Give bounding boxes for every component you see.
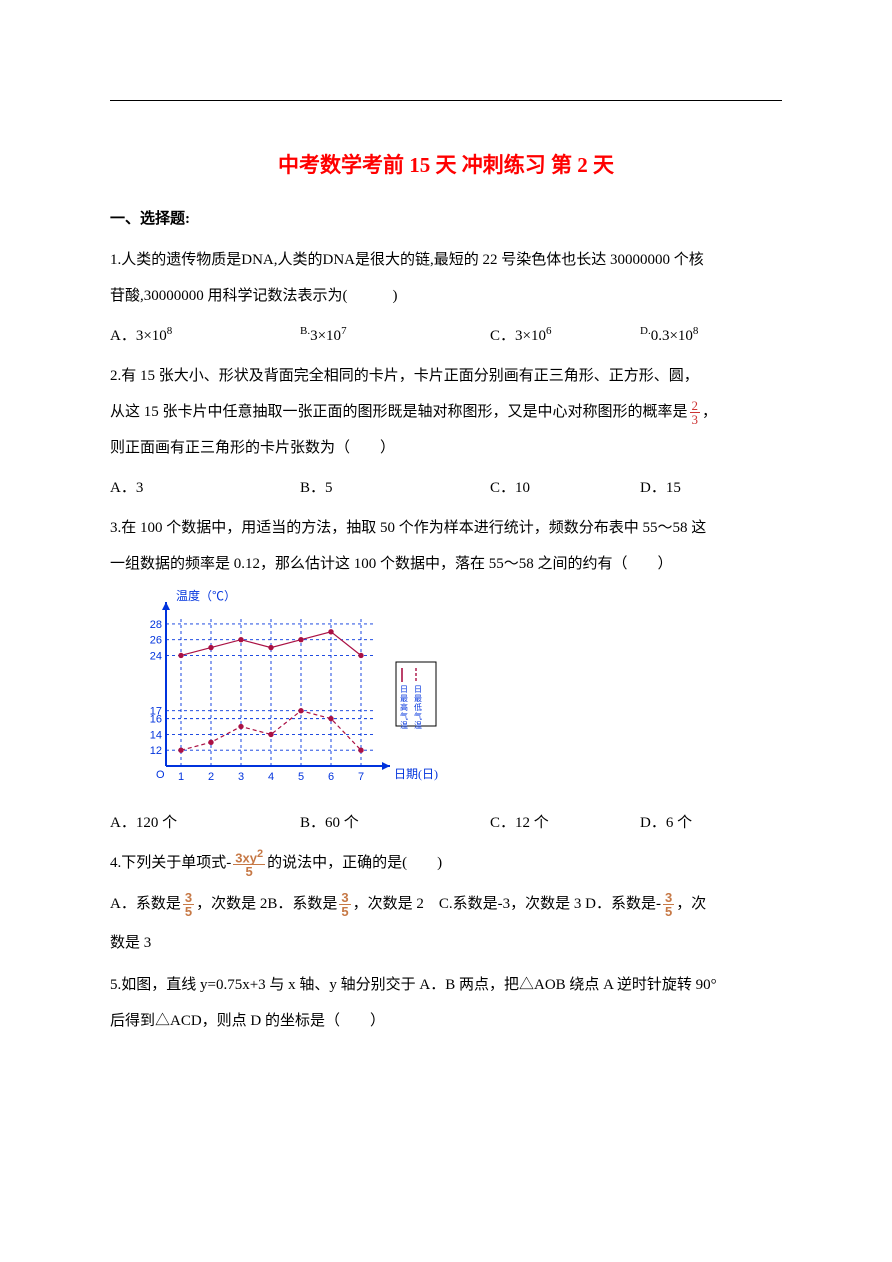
q3-opt-b: B．60 个 (300, 805, 490, 841)
q3-line2: 一组数据的频率是 0.12，那么估计这 100 个数据中，落在 55～58 之间… (110, 546, 782, 582)
chart-svg: 121416172426281234567O温度（℃）日期(日)日最高气温日最低… (130, 586, 440, 796)
q1-opt-b: B.3×107 (300, 318, 490, 354)
fraction-icon: 3xy25 (233, 849, 265, 878)
svg-text:低: 低 (414, 702, 422, 712)
svg-text:温度（℃）: 温度（℃） (176, 588, 236, 603)
q1-opt-d: D.0.3×108 (640, 318, 780, 354)
q1-opt-a: A．3×108 (110, 318, 300, 354)
temperature-chart: 121416172426281234567O温度（℃）日期(日)日最高气温日最低… (130, 586, 782, 801)
svg-text:28: 28 (150, 619, 162, 631)
q4-opt-a: A．系数是35，次数是 2 (110, 896, 267, 912)
svg-text:日: 日 (400, 685, 408, 694)
q4-line1: 4.下列关于单项式-3xy25的说法中，正确的是( ) (110, 845, 782, 881)
q1-line1: 1.人类的遗传物质是DNA,人类的DNA是很大的链,最短的 22 号染色体也长达… (110, 242, 782, 278)
svg-text:24: 24 (150, 650, 162, 662)
q3-opt-d: D．6 个 (640, 805, 780, 841)
svg-text:14: 14 (150, 729, 162, 741)
q3-options: A．120 个 B．60 个 C．12 个 D．6 个 (110, 805, 782, 841)
svg-text:17: 17 (150, 706, 162, 718)
svg-text:日期(日): 日期(日) (394, 767, 438, 781)
svg-text:温: 温 (414, 721, 422, 730)
section-header: 一、选择题: (110, 207, 782, 228)
page-title: 中考数学考前 15 天 冲刺练习 第 2 天 (110, 149, 782, 179)
svg-text:最: 最 (414, 694, 422, 703)
q4-options: A．系数是35，次数是 2B．系数是35，次数是 2 C.系数是-3，次数是 3… (110, 885, 782, 963)
svg-text:气: 气 (414, 711, 422, 721)
fraction-icon: 35 (183, 891, 194, 918)
q4-line2: 数是 3 (110, 924, 782, 963)
q2-opt-c: C．10 (490, 470, 640, 506)
svg-text:日: 日 (414, 685, 422, 694)
q2-opt-b: B．5 (300, 470, 490, 506)
svg-text:4: 4 (268, 771, 274, 783)
q1-line2: 苷酸,30000000 用科学记数法表示为( ) (110, 278, 782, 314)
q2-line3: 则正面画有正三角形的卡片张数为（ ） (110, 430, 782, 466)
question-1: 1.人类的遗传物质是DNA,人类的DNA是很大的链,最短的 22 号染色体也长达… (110, 242, 782, 314)
question-3: 3.在 100 个数据中，用适当的方法，抽取 50 个作为样本进行统计，频数分布… (110, 510, 782, 582)
svg-text:6: 6 (328, 771, 334, 783)
svg-text:12: 12 (150, 745, 162, 757)
q4-opt-b: B．系数是35，次数是 2 (267, 896, 439, 912)
svg-text:2: 2 (208, 771, 214, 783)
svg-text:1: 1 (178, 771, 184, 783)
svg-text:高: 高 (400, 702, 408, 712)
q3-opt-a: A．120 个 (110, 805, 300, 841)
svg-text:气: 气 (400, 711, 408, 721)
svg-text:3: 3 (238, 771, 244, 783)
q4-opt-d: D．系数是-35，次 (585, 896, 706, 912)
q3-opt-c: C．12 个 (490, 805, 640, 841)
top-rule (110, 100, 782, 101)
fraction-icon: 35 (663, 891, 674, 918)
q2-options: A．3 B．5 C．10 D．15 (110, 470, 782, 506)
q2-line2: 从这 15 张卡片中任意抽取一张正面的图形既是轴对称图形，又是中心对称图形的概率… (110, 394, 782, 430)
q3-line1: 3.在 100 个数据中，用适当的方法，抽取 50 个作为样本进行统计，频数分布… (110, 510, 782, 546)
q5-line1: 5.如图，直线 y=0.75x+3 与 x 轴、y 轴分别交于 A．B 两点，把… (110, 967, 782, 1003)
q1-options: A．3×108 B.3×107 C．3×106 D.0.3×108 (110, 318, 782, 354)
q2-line1: 2.有 15 张大小、形状及背面完全相同的卡片，卡片正面分别画有正三角形、正方形… (110, 358, 782, 394)
svg-text:O: O (156, 769, 165, 781)
svg-text:7: 7 (358, 771, 364, 783)
question-2: 2.有 15 张大小、形状及背面完全相同的卡片，卡片正面分别画有正三角形、正方形… (110, 358, 782, 466)
svg-text:5: 5 (298, 771, 304, 783)
question-4: 4.下列关于单项式-3xy25的说法中，正确的是( ) (110, 845, 782, 881)
question-5: 5.如图，直线 y=0.75x+3 与 x 轴、y 轴分别交于 A．B 两点，把… (110, 967, 782, 1039)
q4-opt-c: C.系数是-3，次数是 3 (439, 896, 585, 912)
svg-text:最: 最 (400, 694, 408, 703)
q5-line2: 后得到△ACD，则点 D 的坐标是（ ） (110, 1003, 782, 1039)
svg-text:温: 温 (400, 721, 408, 730)
svg-text:26: 26 (150, 635, 162, 647)
fraction-icon: 35 (339, 891, 350, 918)
q2-opt-a: A．3 (110, 470, 300, 506)
q2-opt-d: D．15 (640, 470, 780, 506)
q1-opt-c: C．3×106 (490, 318, 640, 354)
fraction-icon: 23 (690, 399, 701, 426)
